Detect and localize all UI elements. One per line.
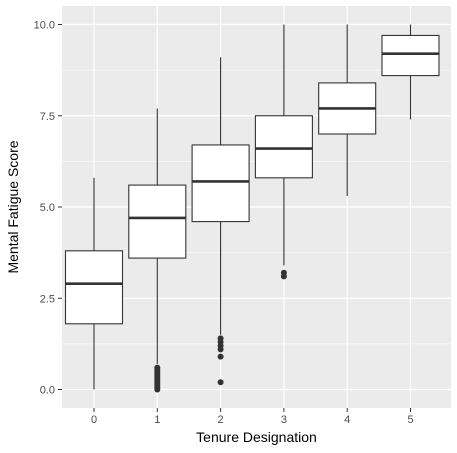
y-axis: 0.0 2.5 5.0 7.5 10.0 — [34, 20, 62, 397]
x-axis: 0 1 2 3 4 5 — [91, 408, 414, 426]
box-body — [128, 184, 187, 259]
x-tick-label: 3 — [281, 414, 287, 426]
box-body — [381, 34, 440, 77]
outlier-point — [154, 364, 161, 371]
boxes — [64, 24, 440, 393]
y-axis-title: Mental Fatigue Score — [5, 140, 21, 273]
box-body — [64, 250, 124, 325]
box-1 — [128, 108, 187, 393]
y-tick-label: 5.0 — [40, 202, 55, 214]
y-tick-label: 10.0 — [34, 20, 55, 32]
y-tick-label: 0.0 — [40, 385, 55, 397]
outlier-point — [280, 269, 287, 276]
box-5 — [381, 24, 440, 120]
y-tick-label: 7.5 — [40, 111, 55, 123]
box-3 — [254, 24, 313, 280]
box-4 — [318, 24, 377, 197]
x-tick-label: 2 — [218, 414, 224, 426]
outlier-point — [217, 335, 224, 342]
outlier-point — [217, 353, 224, 360]
box-0 — [64, 177, 124, 390]
x-tick-label: 4 — [344, 414, 350, 426]
box-body — [254, 115, 313, 179]
x-tick-label: 1 — [154, 414, 160, 426]
outlier-point — [217, 379, 224, 386]
box-2 — [191, 57, 250, 386]
x-tick-label: 5 — [407, 414, 413, 426]
y-tick-label: 2.5 — [40, 293, 55, 305]
x-tick-label: 0 — [91, 414, 97, 426]
box-body — [191, 144, 250, 223]
x-axis-title: Tenure Designation — [196, 429, 317, 445]
